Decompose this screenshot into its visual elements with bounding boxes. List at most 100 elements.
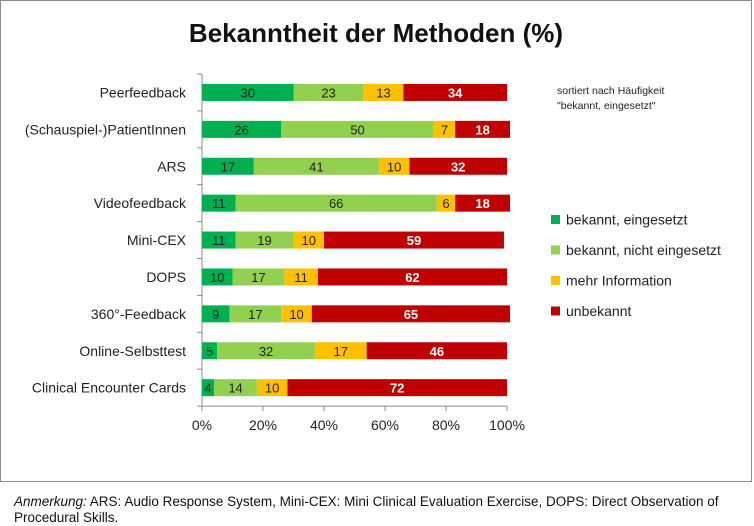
bar-segment-bekannt-nicht-eingesetzt	[253, 157, 379, 175]
bar-segment-bekannt-nicht-eingesetzt	[293, 83, 364, 101]
data-label: 32	[451, 159, 465, 174]
legend-swatch-unbekannt	[551, 306, 560, 316]
data-label: 10	[210, 270, 224, 285]
sort-note-line-2: "bekannt, eingesetzt"	[557, 100, 656, 112]
category-label: Online-Selbsttest	[79, 343, 186, 359]
data-label: 4	[204, 381, 211, 396]
data-label: 62	[405, 270, 419, 285]
x-tick-label: 60%	[371, 417, 399, 433]
data-label: 65	[404, 307, 418, 322]
bar-segment-bekannt-eingesetzt	[202, 120, 282, 138]
data-label: 13	[376, 85, 390, 100]
plot-area: 0% 20% 40% 60% 80% 100% Peerfeedback 30 23 13 34 (S…	[25, 73, 525, 433]
x-tick-label: 80%	[432, 417, 460, 433]
category-label: (Schauspiel-)PatientInnen	[25, 121, 186, 137]
legend-label: mehr Information	[566, 273, 672, 289]
bar-segment-mehr-information	[378, 157, 410, 175]
bar-segment-bekannt-nicht-eingesetzt	[229, 305, 282, 323]
legend-swatch-bekannt-nicht-eingesetzt	[551, 245, 560, 255]
bar-segment-bekannt-eingesetzt	[202, 157, 254, 175]
bar-segment-unbekannt	[324, 231, 504, 249]
category-label: Peerfeedback	[100, 84, 187, 100]
legend-label: bekannt, eingesetzt	[566, 212, 688, 228]
data-label: 10	[265, 381, 279, 396]
data-label: 50	[350, 122, 364, 137]
category-label: Clinical Encounter Cards	[32, 380, 186, 396]
bar-segment-bekannt-nicht-eingesetzt	[281, 120, 434, 138]
chart-svg: Bekanntheit der Methoden (%) 0% 20% 40% 60%…	[25, 18, 721, 433]
category-label: Videofeedback	[94, 195, 187, 211]
bar-segment-unbekannt	[311, 305, 511, 323]
bar-segment-mehr-information	[363, 83, 404, 101]
data-label: 11	[212, 233, 226, 248]
bar-segment-mehr-information	[284, 268, 318, 286]
data-label: 32	[259, 344, 273, 359]
category-label: ARS	[157, 158, 186, 174]
bar-segment-mehr-information	[293, 231, 324, 249]
data-label: 19	[257, 233, 271, 248]
data-label: 17	[251, 270, 265, 285]
sort-note: sortiert nach Häufigkeit "bekannt, einge…	[557, 85, 664, 112]
data-label: 14	[228, 381, 242, 396]
x-tick-label: 40%	[310, 417, 338, 433]
data-label: 10	[289, 307, 303, 322]
bar-segment-bekannt-eingesetzt	[202, 268, 233, 286]
bar-segment-mehr-information	[436, 194, 456, 212]
data-label: 46	[430, 344, 444, 359]
sort-note-line-1: sortiert nach Häufigkeit	[557, 85, 664, 97]
data-label: 72	[390, 381, 404, 396]
data-label: 41	[309, 159, 323, 174]
legend-swatch-bekannt-eingesetzt	[551, 215, 560, 224]
data-label: 6	[442, 196, 449, 211]
data-label: 17	[248, 307, 262, 322]
data-label: 23	[321, 85, 335, 100]
data-label: 59	[407, 233, 421, 248]
bar-segment-bekannt-nicht-eingesetzt	[232, 268, 285, 286]
category-label: Mini-CEX	[127, 232, 187, 248]
bar-segment-unbekannt	[403, 83, 507, 101]
data-label: 66	[329, 196, 343, 211]
data-label: 30	[241, 85, 255, 100]
data-label: 5	[206, 344, 213, 359]
data-label: 11	[212, 196, 226, 211]
caption-lead: Anmerkung:	[14, 494, 87, 509]
category-label: DOPS	[146, 269, 186, 285]
bar-segment-bekannt-eingesetzt	[202, 305, 230, 323]
bar-segment-mehr-information	[314, 342, 367, 360]
data-label: 17	[334, 344, 348, 359]
category-label: 360°-Feedback	[91, 306, 187, 322]
bar-segment-bekannt-eingesetzt	[202, 83, 294, 101]
x-tick-label: 20%	[249, 417, 277, 433]
x-tick-label: 100%	[489, 417, 525, 433]
chart-title: Bekanntheit der Methoden (%)	[189, 18, 563, 48]
bar-segment-unbekannt	[317, 268, 507, 286]
legend: bekannt, eingesetzt bekannt, nicht einges…	[551, 212, 721, 319]
caption: Anmerkung: ARS: Audio Response System, M…	[14, 494, 744, 526]
bar-segment-bekannt-nicht-eingesetzt	[217, 342, 315, 360]
data-label: 34	[448, 85, 463, 100]
bar-segment-unbekannt	[366, 342, 507, 360]
data-label: 7	[441, 122, 448, 137]
caption-text: ARS: Audio Response System, Mini-CEX: Mi…	[14, 494, 719, 525]
bar-segment-bekannt-nicht-eingesetzt	[214, 379, 257, 397]
data-label: 26	[234, 122, 248, 137]
bar-segment-unbekannt	[409, 157, 507, 175]
data-label: 17	[221, 159, 235, 174]
legend-label: unbekannt	[566, 303, 632, 319]
bar-segment-mehr-information	[281, 305, 312, 323]
bar-segment-mehr-information	[433, 120, 456, 138]
data-label: 9	[212, 307, 219, 322]
bar-segment-unbekannt	[287, 379, 507, 397]
data-label: 10	[387, 159, 401, 174]
bar-segment-bekannt-eingesetzt	[202, 379, 215, 397]
data-label: 10	[302, 233, 316, 248]
legend-label: bekannt, nicht eingesetzt	[566, 242, 721, 258]
legend-swatch-mehr-information	[551, 276, 560, 285]
x-tick-label: 0%	[192, 417, 212, 433]
data-label: 18	[475, 122, 489, 137]
data-label: 18	[475, 196, 489, 211]
bar-segment-bekannt-eingesetzt	[202, 342, 218, 360]
bar-segment-bekannt-eingesetzt	[202, 231, 236, 249]
bar-segment-mehr-information	[256, 379, 288, 397]
bar-segment-unbekannt	[455, 194, 511, 212]
